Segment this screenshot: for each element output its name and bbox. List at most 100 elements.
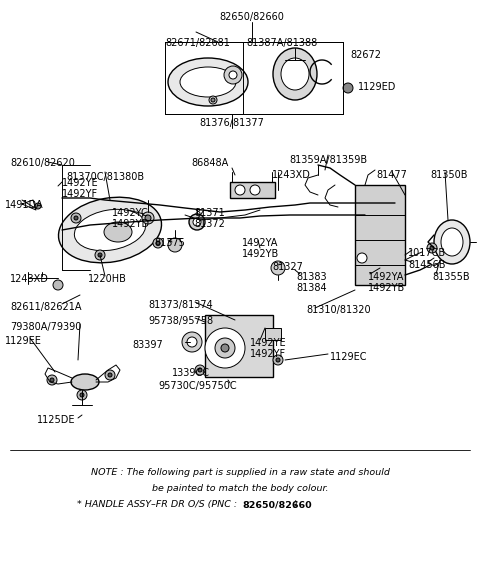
Circle shape (229, 71, 237, 79)
Bar (230, 182, 275, 198)
Text: 82610/82620: 82610/82620 (10, 158, 75, 168)
Text: 1492YE: 1492YE (250, 338, 287, 348)
Text: 81371: 81371 (194, 208, 225, 218)
Circle shape (273, 355, 283, 365)
Text: 1491DA: 1491DA (5, 200, 44, 210)
Ellipse shape (71, 374, 99, 390)
Circle shape (205, 328, 245, 368)
Circle shape (80, 393, 84, 397)
Ellipse shape (104, 222, 132, 242)
Text: 79380A/79390: 79380A/79390 (10, 322, 82, 332)
Circle shape (77, 390, 87, 400)
Circle shape (250, 185, 260, 195)
Text: 81383: 81383 (296, 272, 326, 282)
Text: 81375: 81375 (154, 238, 185, 248)
Text: 81310/81320: 81310/81320 (306, 305, 371, 315)
Text: 1492YA: 1492YA (242, 238, 278, 248)
Circle shape (145, 215, 151, 221)
Bar (205, 315, 273, 377)
Text: 1492YB: 1492YB (368, 283, 405, 293)
Circle shape (142, 212, 154, 224)
Circle shape (195, 365, 205, 375)
Text: 1243XD: 1243XD (272, 170, 311, 180)
Text: 1129ED: 1129ED (358, 82, 396, 92)
Text: NOTE : The following part is supplied in a raw state and should: NOTE : The following part is supplied in… (91, 468, 389, 477)
Bar (355, 185, 405, 285)
Circle shape (156, 241, 160, 245)
Circle shape (105, 370, 115, 380)
Bar (165, 42, 343, 114)
Circle shape (211, 98, 215, 102)
Text: 95730C/95750C: 95730C/95750C (158, 381, 237, 391)
Circle shape (153, 238, 163, 248)
Text: 1492YA: 1492YA (368, 272, 404, 282)
Circle shape (168, 238, 182, 252)
Text: 81350B: 81350B (430, 170, 468, 180)
Text: 82611/82621A: 82611/82621A (10, 302, 82, 312)
Text: ): ) (294, 500, 298, 509)
Circle shape (108, 373, 112, 377)
Circle shape (221, 344, 229, 352)
Text: 82650/82660: 82650/82660 (242, 500, 312, 509)
Text: 1492YC: 1492YC (112, 208, 149, 218)
Circle shape (47, 375, 57, 385)
Circle shape (193, 218, 201, 226)
Text: 83397: 83397 (132, 340, 163, 350)
Text: 81384: 81384 (296, 283, 326, 293)
Text: 86848A: 86848A (192, 158, 228, 168)
Text: 95738/95758: 95738/95758 (148, 316, 213, 326)
Ellipse shape (74, 209, 145, 251)
Circle shape (430, 246, 434, 250)
Circle shape (215, 338, 235, 358)
Text: 1129EE: 1129EE (5, 336, 42, 346)
Ellipse shape (224, 66, 242, 84)
Text: * HANDLE ASSY–FR DR O/S (PNC :: * HANDLE ASSY–FR DR O/S (PNC : (77, 500, 240, 509)
Circle shape (53, 280, 63, 290)
Text: 81372: 81372 (194, 219, 225, 229)
Ellipse shape (273, 48, 317, 100)
Text: 81373/81374: 81373/81374 (148, 300, 213, 310)
Text: 1492YF: 1492YF (250, 349, 286, 359)
Ellipse shape (168, 58, 248, 106)
Circle shape (95, 250, 105, 260)
Text: 1492YE: 1492YE (62, 178, 98, 188)
Circle shape (198, 368, 202, 372)
Ellipse shape (180, 67, 236, 97)
Text: 81456B: 81456B (408, 260, 445, 270)
Text: 1339CC: 1339CC (172, 368, 210, 378)
Bar (265, 328, 281, 340)
Text: 81359A/81359B: 81359A/81359B (289, 155, 367, 165)
Text: 1492YF: 1492YF (62, 189, 98, 199)
Circle shape (427, 243, 437, 253)
Ellipse shape (281, 58, 309, 90)
Circle shape (235, 185, 245, 195)
Text: 1220HB: 1220HB (88, 274, 127, 284)
Text: 81327: 81327 (272, 262, 303, 272)
Circle shape (71, 213, 81, 223)
Text: 82671/82681: 82671/82681 (166, 38, 230, 48)
Circle shape (98, 253, 102, 257)
Circle shape (357, 253, 367, 263)
Circle shape (209, 96, 217, 104)
Circle shape (182, 332, 202, 352)
Text: 1243XD: 1243XD (10, 274, 49, 284)
Text: 81477: 81477 (377, 170, 408, 180)
Text: 81376/81377: 81376/81377 (200, 118, 264, 128)
Circle shape (50, 378, 54, 382)
Text: 1492YD: 1492YD (112, 219, 150, 229)
Text: 1492YB: 1492YB (242, 249, 279, 259)
Circle shape (271, 261, 285, 275)
Circle shape (187, 337, 197, 347)
Text: 1129EC: 1129EC (330, 352, 368, 362)
Circle shape (74, 216, 78, 220)
Text: 1125DE: 1125DE (37, 415, 75, 425)
Text: 81370C/81380B: 81370C/81380B (66, 172, 144, 182)
Circle shape (189, 214, 205, 230)
Text: be painted to match the body colour.: be painted to match the body colour. (152, 484, 328, 493)
Bar (165, 42, 343, 114)
Ellipse shape (59, 197, 161, 263)
Circle shape (343, 83, 353, 93)
Circle shape (35, 203, 41, 209)
Text: 81387A/81388: 81387A/81388 (246, 38, 318, 48)
Text: 1017CB: 1017CB (408, 248, 446, 258)
